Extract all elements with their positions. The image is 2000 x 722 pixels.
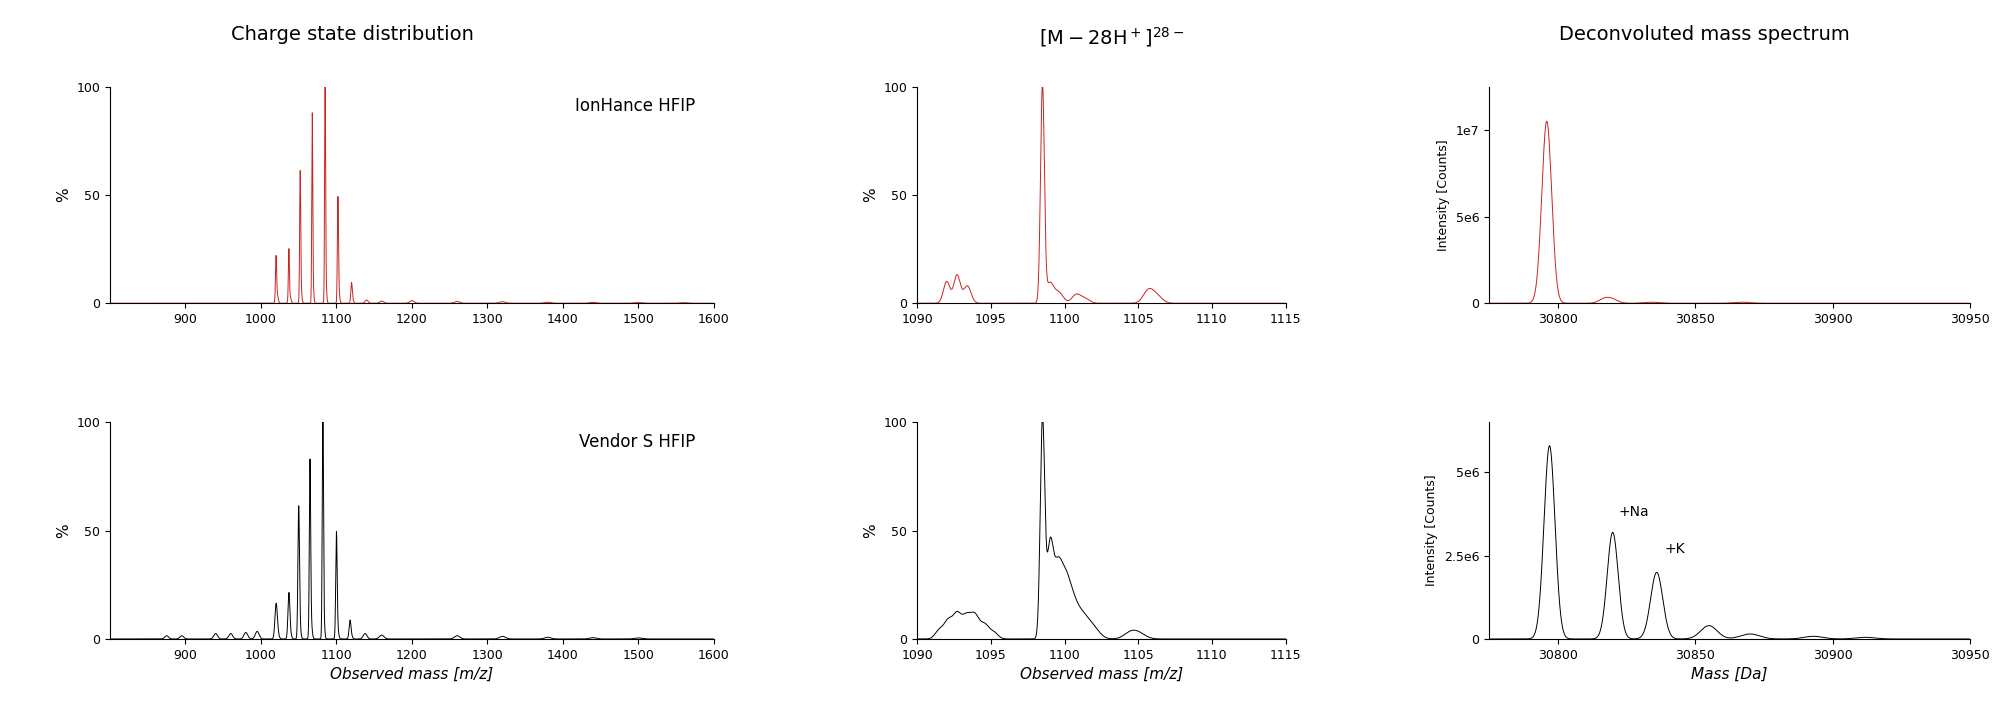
Text: +K: +K <box>1664 542 1686 556</box>
X-axis label: Observed mass [m/z]: Observed mass [m/z] <box>330 667 494 682</box>
Y-axis label: Intensity [Counts]: Intensity [Counts] <box>1438 139 1450 251</box>
Y-axis label: %: % <box>56 188 70 202</box>
Text: IonHance HFIP: IonHance HFIP <box>576 97 696 116</box>
Text: Deconvoluted mass spectrum: Deconvoluted mass spectrum <box>1558 25 1850 44</box>
Text: Charge state distribution: Charge state distribution <box>230 25 474 44</box>
Y-axis label: Intensity [Counts]: Intensity [Counts] <box>1426 475 1438 586</box>
Y-axis label: %: % <box>864 188 878 202</box>
X-axis label: Observed mass [m/z]: Observed mass [m/z] <box>1020 667 1184 682</box>
Text: Vendor S HFIP: Vendor S HFIP <box>580 433 696 451</box>
Y-axis label: %: % <box>864 523 878 538</box>
Text: +Na: +Na <box>1618 505 1648 519</box>
Text: $\mathregular{[M-28H^+]^{28-}}$: $\mathregular{[M-28H^+]^{28-}}$ <box>1040 25 1184 49</box>
Y-axis label: %: % <box>56 523 70 538</box>
X-axis label: Mass [Da]: Mass [Da] <box>1692 667 1768 682</box>
